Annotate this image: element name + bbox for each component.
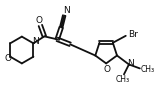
Text: N: N — [63, 6, 70, 15]
Text: Br: Br — [128, 30, 138, 39]
Text: O: O — [104, 65, 111, 74]
Text: N: N — [33, 37, 39, 46]
Text: CH₃: CH₃ — [116, 75, 130, 84]
Text: O: O — [36, 16, 43, 25]
Text: CH₃: CH₃ — [141, 65, 155, 74]
Text: N: N — [127, 59, 134, 68]
Text: O: O — [4, 54, 11, 63]
